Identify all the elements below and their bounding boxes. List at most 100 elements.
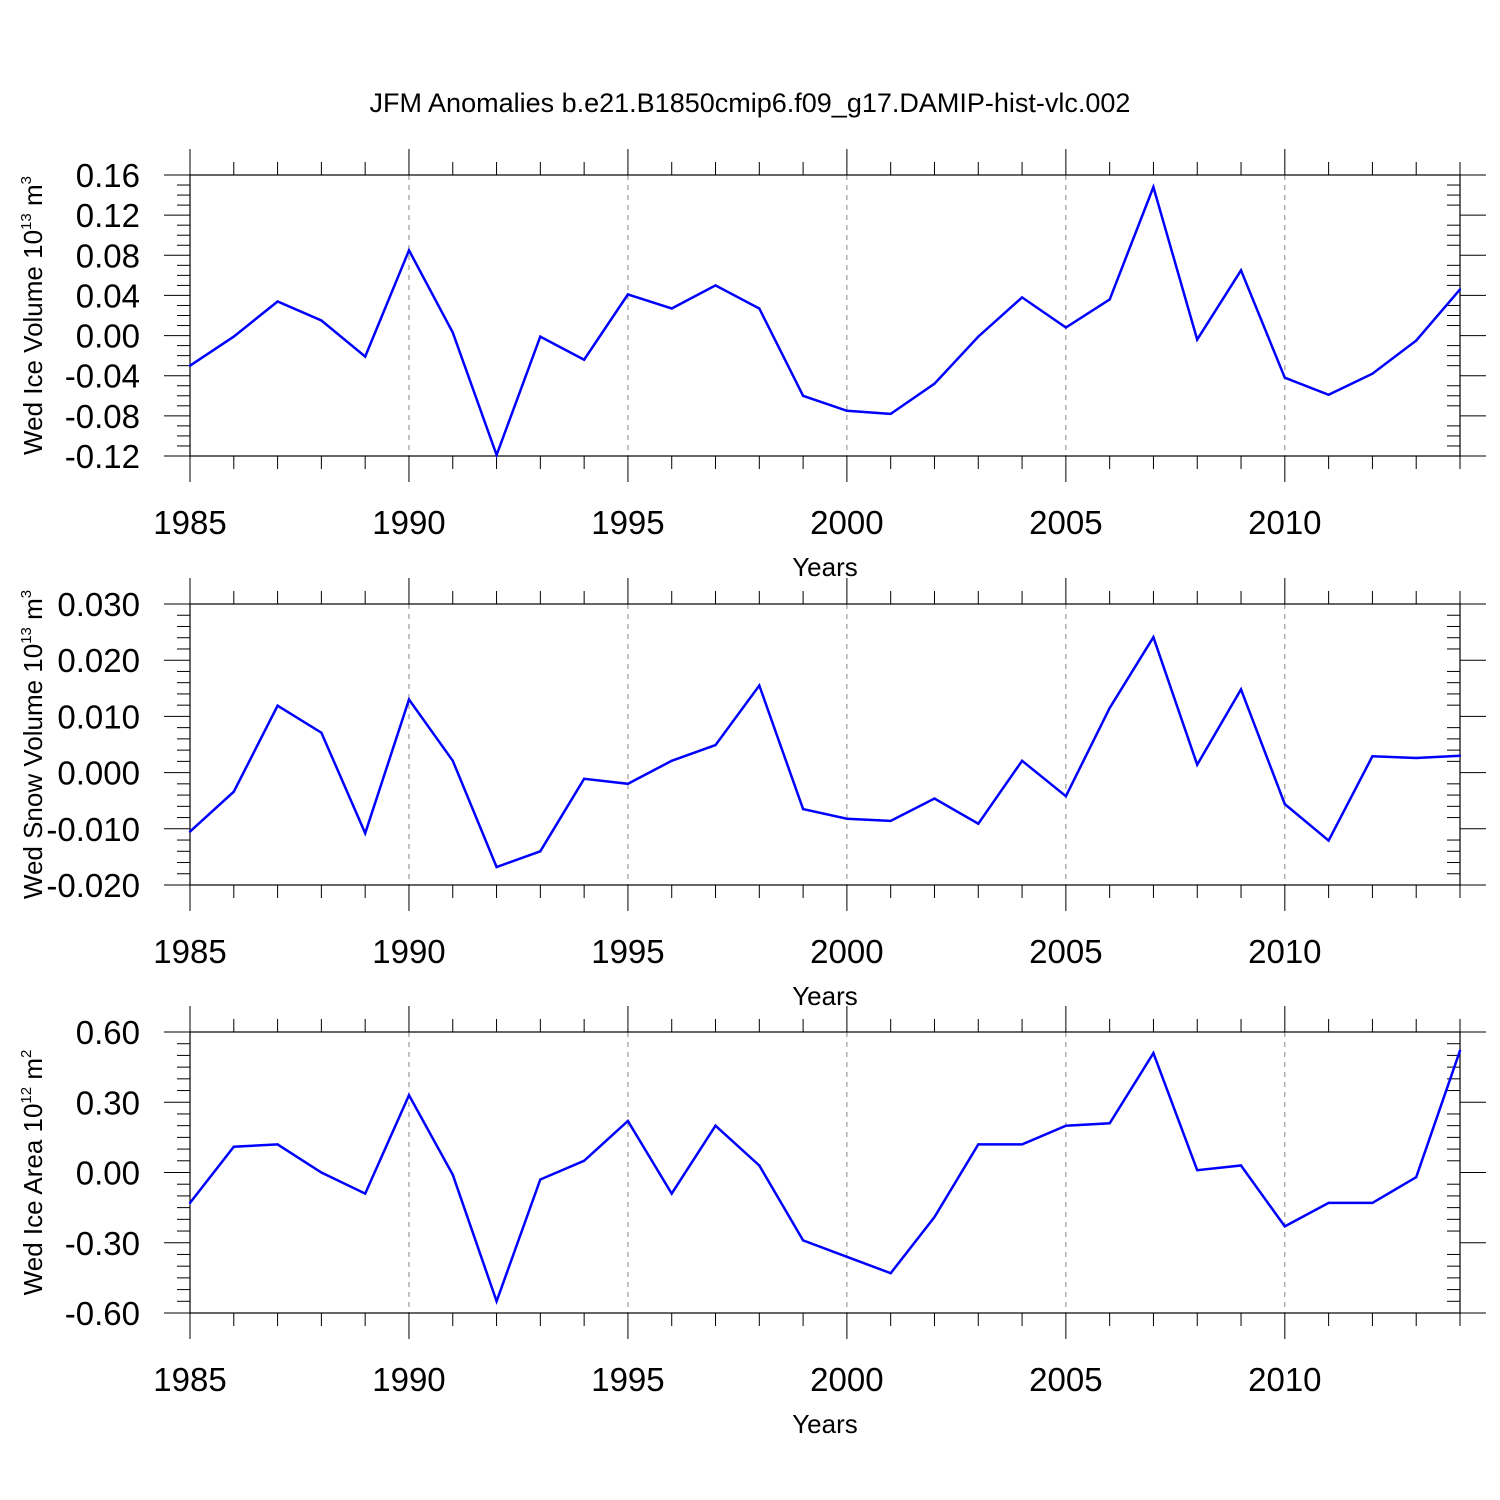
data-point xyxy=(495,453,498,457)
data-point xyxy=(1458,288,1462,291)
data-point xyxy=(889,1271,892,1275)
data-point xyxy=(1108,706,1111,710)
y-tick-label: -0.30 xyxy=(65,1225,140,1262)
data-point xyxy=(188,830,192,833)
y-tick-label: 0.08 xyxy=(76,237,140,274)
data-point xyxy=(1371,755,1374,758)
x-tick-label: 2010 xyxy=(1248,1361,1321,1398)
data-point xyxy=(1020,759,1024,762)
data-point xyxy=(451,759,454,762)
data-point xyxy=(1415,339,1418,342)
data-point xyxy=(1196,338,1199,341)
y-tick-label: 0.030 xyxy=(57,586,140,623)
data-point xyxy=(1327,393,1330,396)
x-tick-label: 1990 xyxy=(372,1361,445,1398)
y-tick-label: 0.16 xyxy=(76,157,140,194)
y-axis-title-superscript: 3 xyxy=(18,590,35,598)
data-point xyxy=(276,300,279,303)
y-axis-title-part: m xyxy=(18,184,48,213)
data-point xyxy=(889,819,892,823)
data-point xyxy=(276,704,279,707)
series-line-1 xyxy=(189,634,1461,869)
data-point xyxy=(714,743,717,747)
data-point xyxy=(1283,802,1287,806)
y-tick-label: 0.00 xyxy=(76,1155,140,1192)
y-tick-label: 0.12 xyxy=(76,197,140,234)
data-point xyxy=(1152,185,1155,189)
x-tick-label: 2000 xyxy=(810,1361,883,1398)
data-point xyxy=(758,1164,761,1167)
y-tick-label: -0.04 xyxy=(65,358,140,395)
y-axis-title-superscript: 13 xyxy=(18,213,35,230)
y-axis-title-part: Wed Ice Volume 10 xyxy=(18,230,48,455)
data-point xyxy=(626,782,630,786)
y-axis-title-part: Wed Ice Area 10 xyxy=(18,1104,48,1296)
data-point xyxy=(407,698,411,701)
data-point xyxy=(1458,1049,1462,1052)
data-point xyxy=(1108,1122,1111,1125)
data-point xyxy=(845,409,849,413)
y-axis-title: Wed Snow Volume 1013 m3 xyxy=(18,590,48,899)
y-tick-label: 0.00 xyxy=(76,318,140,355)
data-point xyxy=(758,684,761,687)
data-point xyxy=(1239,269,1243,272)
data-point xyxy=(539,1178,542,1181)
data-point xyxy=(539,850,542,853)
data-point xyxy=(363,832,367,835)
x-tick-label: 1985 xyxy=(153,933,226,970)
data-point xyxy=(1371,1201,1374,1205)
data-point xyxy=(1239,1164,1243,1167)
data-point xyxy=(495,865,498,869)
data-point xyxy=(845,817,849,820)
data-point xyxy=(801,394,805,397)
x-tick-label: 1990 xyxy=(372,933,445,970)
y-axis-title-superscript: 3 xyxy=(18,176,35,184)
y-axis-title-superscript: 2 xyxy=(18,1050,35,1058)
data-point xyxy=(670,307,673,310)
data-point xyxy=(889,412,892,416)
plot-frame xyxy=(189,603,1461,886)
data-point xyxy=(1327,1201,1330,1205)
data-point xyxy=(933,382,936,385)
data-point xyxy=(320,319,323,322)
data-point xyxy=(714,1124,717,1127)
y-tick-label: -0.020 xyxy=(46,867,140,904)
data-point xyxy=(977,335,980,338)
data-point xyxy=(801,807,805,811)
data-point xyxy=(495,1300,498,1303)
y-tick-label: -0.08 xyxy=(65,398,140,435)
data-point xyxy=(1064,795,1068,798)
x-tick-label: 1995 xyxy=(591,933,664,970)
plot-frame xyxy=(189,1031,1461,1314)
data-point xyxy=(1064,1124,1068,1127)
y-tick-label: 0.04 xyxy=(76,277,140,314)
data-point xyxy=(1196,763,1199,766)
data-point xyxy=(363,355,367,358)
data-point xyxy=(933,797,936,800)
y-axis-title: Wed Ice Volume 1013 m3 xyxy=(18,176,48,455)
y-tick-label: -0.12 xyxy=(65,438,140,475)
data-point xyxy=(626,293,630,296)
data-point xyxy=(1327,839,1330,842)
data-point xyxy=(407,1094,411,1097)
data-point xyxy=(188,364,192,367)
data-point xyxy=(1415,1175,1418,1179)
data-point xyxy=(232,1145,235,1148)
x-tick-label: 2010 xyxy=(1248,933,1321,970)
data-point xyxy=(1283,376,1287,379)
data-point xyxy=(801,1239,805,1242)
data-point xyxy=(1064,326,1068,329)
y-tick-label: -0.60 xyxy=(65,1295,140,1332)
y-axis-title-part: m xyxy=(18,598,48,627)
y-tick-label: 0.000 xyxy=(57,755,140,792)
data-point xyxy=(363,1192,367,1195)
data-point xyxy=(670,1192,673,1195)
series-line-1 xyxy=(189,1050,1462,1306)
y-tick-label: 0.30 xyxy=(76,1084,140,1121)
data-point xyxy=(1152,1051,1155,1055)
data-point xyxy=(188,1201,192,1205)
x-tick-label: 1995 xyxy=(591,1361,664,1398)
x-tick-label: 1985 xyxy=(153,1361,226,1398)
data-point xyxy=(582,1159,586,1162)
y-tick-label: -0.010 xyxy=(46,811,140,848)
